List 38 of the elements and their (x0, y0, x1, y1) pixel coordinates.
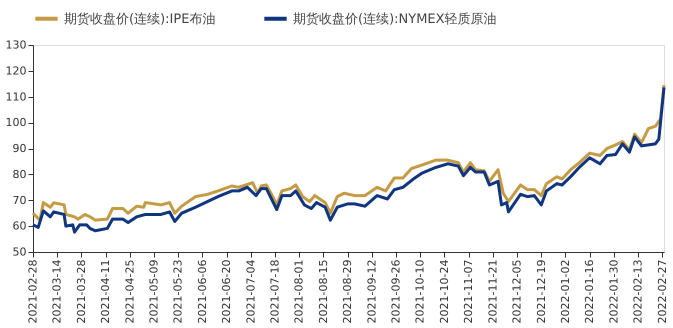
y-tick-label: 100 (6, 116, 26, 130)
y-tick-label: 50 (12, 246, 26, 258)
x-tick-label: 2021-04-11 (99, 260, 112, 324)
y-tick-label: 70 (12, 194, 26, 207)
x-tick-label: 2021-06-06 (196, 260, 209, 324)
x-tick-label: 2022-02-27 (656, 260, 669, 324)
x-tick-label: 2021-03-14 (50, 260, 64, 324)
x-tick-label: 2021-06-20 (220, 260, 234, 324)
y-tick-label: 80 (12, 168, 26, 181)
x-tick-label: 2022-01-30 (607, 260, 620, 324)
x-tick-label: 2021-07-18 (268, 260, 282, 324)
legend-label: 期货收盘价(连续):IPE布油 (64, 12, 216, 27)
x-tick-label: 2021-10-24 (438, 260, 451, 324)
x-tick-label: 2021-09-12 (365, 260, 378, 324)
x-tick-label: 2021-08-15 (316, 260, 330, 324)
y-tick-label: 110 (6, 90, 26, 104)
y-tick-label: 130 (6, 38, 26, 52)
x-tick-label: 2022-01-02 (558, 260, 572, 324)
x-tick-label: 2021-10-10 (414, 260, 427, 324)
x-tick-label: 2022-02-13 (632, 260, 645, 324)
y-tick-label: 60 (12, 220, 26, 233)
x-tick-label: 2021-03-28 (74, 260, 88, 324)
x-tick-label: 2022-01-16 (583, 260, 596, 324)
x-tick-label: 2021-09-26 (390, 260, 403, 324)
x-tick-label: 2021-05-23 (172, 260, 185, 324)
y-tick-label: 90 (12, 142, 26, 155)
x-tick-label: 2021-04-25 (123, 260, 136, 324)
x-tick-label: 2021-02-28 (26, 260, 40, 324)
x-tick-label: 2021-11-21 (486, 260, 500, 324)
y-tick-label: 120 (6, 64, 26, 78)
x-tick-label: 2021-11-07 (462, 260, 476, 324)
x-tick-label: 2021-08-01 (292, 260, 306, 324)
x-tick-label: 2021-07-04 (244, 260, 258, 324)
x-tick-label: 2021-12-05 (510, 260, 524, 324)
legend-label: 期货收盘价(连续):NYMEX轻质原油 (293, 12, 497, 27)
x-tick-label: 2021-05-09 (148, 260, 161, 324)
x-tick-label: 2021-08-29 (341, 260, 354, 324)
x-tick-label: 2021-12-19 (534, 260, 548, 324)
